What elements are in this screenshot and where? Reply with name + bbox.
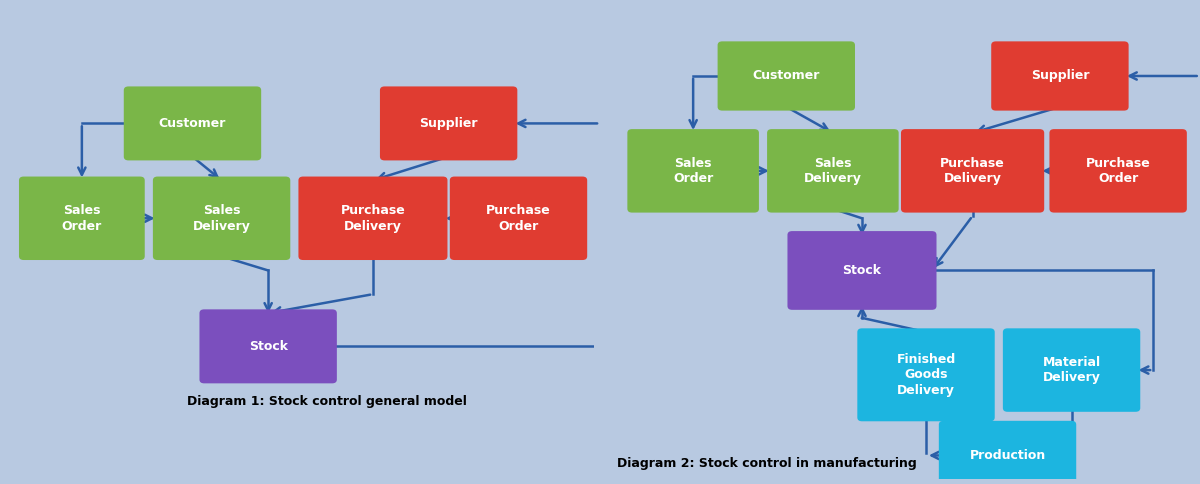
FancyBboxPatch shape [380,87,517,160]
FancyBboxPatch shape [767,129,899,212]
FancyBboxPatch shape [991,41,1129,111]
Text: Diagram 2: Stock control in manufacturing: Diagram 2: Stock control in manufacturin… [618,457,917,469]
FancyBboxPatch shape [1003,328,1140,412]
Text: Customer: Customer [752,70,820,82]
FancyBboxPatch shape [787,231,936,310]
FancyBboxPatch shape [718,41,854,111]
FancyBboxPatch shape [19,177,145,260]
FancyBboxPatch shape [199,309,337,383]
Text: Purchase
Delivery: Purchase Delivery [941,157,1004,185]
Text: Purchase
Order: Purchase Order [486,204,551,232]
Text: Material
Delivery: Material Delivery [1043,356,1100,384]
FancyBboxPatch shape [124,87,262,160]
Text: Diagram 1: Stock control general model: Diagram 1: Stock control general model [187,395,467,408]
Text: Production: Production [970,449,1045,462]
Text: Customer: Customer [158,117,226,130]
FancyBboxPatch shape [628,129,758,212]
Text: Supplier: Supplier [419,117,478,130]
FancyBboxPatch shape [901,129,1044,212]
Text: Stock: Stock [248,340,288,353]
FancyBboxPatch shape [1050,129,1187,212]
FancyBboxPatch shape [938,421,1076,484]
Text: Purchase
Order: Purchase Order [1086,157,1151,185]
FancyBboxPatch shape [450,177,587,260]
Text: Purchase
Delivery: Purchase Delivery [341,204,406,232]
FancyBboxPatch shape [857,328,995,421]
Text: Supplier: Supplier [1031,70,1090,82]
Text: Sales
Delivery: Sales Delivery [193,204,251,232]
Text: Sales
Order: Sales Order [673,157,713,185]
Text: Finished
Goods
Delivery: Finished Goods Delivery [896,353,955,397]
Text: Stock: Stock [842,264,882,277]
FancyBboxPatch shape [152,177,290,260]
Text: Sales
Delivery: Sales Delivery [804,157,862,185]
FancyBboxPatch shape [299,177,448,260]
Text: Sales
Order: Sales Order [61,204,102,232]
